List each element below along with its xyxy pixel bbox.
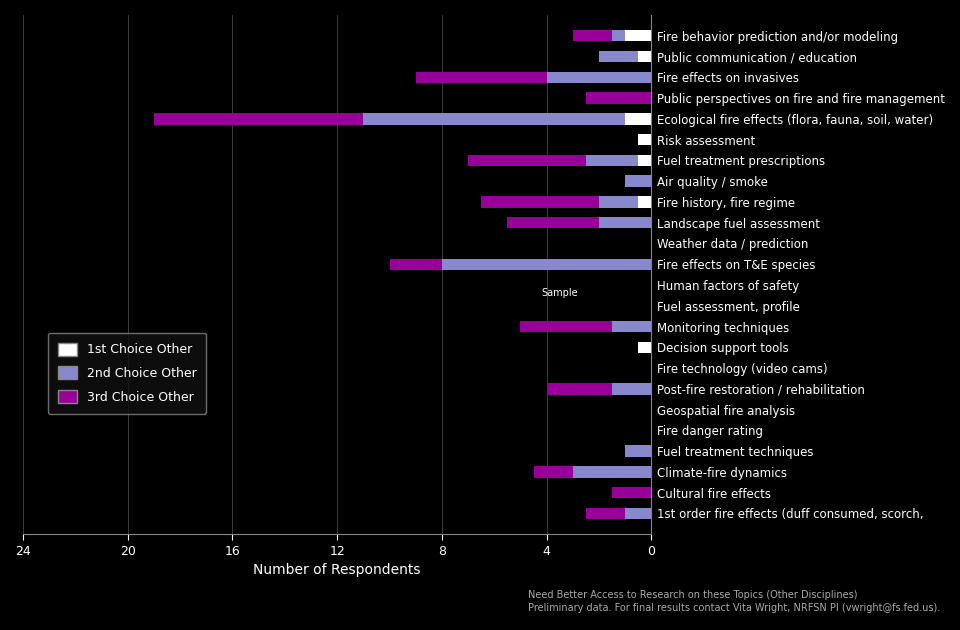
Bar [363,113,625,125]
Bar [599,196,638,208]
Bar [520,321,612,332]
Bar [390,258,442,270]
Bar [612,321,652,332]
Bar [586,155,638,166]
Bar [625,113,652,125]
Bar [638,341,652,353]
Bar [573,30,612,42]
Bar [625,445,652,457]
Text: Preliminary data. For final results contact Vita Wright, NRFSN PI (vwright@fs.fe: Preliminary data. For final results cont… [528,603,940,613]
Bar [586,93,652,104]
Bar [612,30,625,42]
X-axis label: Number of Respondents: Number of Respondents [253,563,420,577]
Bar [625,30,652,42]
Bar [546,383,612,394]
Bar [416,72,546,83]
Bar [546,72,652,83]
Bar [625,175,652,187]
Bar [625,508,652,519]
Bar [638,196,652,208]
Text: Sample: Sample [541,289,578,299]
Bar [154,113,363,125]
Bar [534,466,573,478]
Bar [442,258,652,270]
Bar [599,51,638,62]
Text: Need Better Access to Research on these Topics (Other Disciplines): Need Better Access to Research on these … [528,590,857,600]
Bar [638,155,652,166]
Bar [612,487,652,498]
Bar [508,217,599,229]
Bar [638,51,652,62]
Bar [481,196,599,208]
Bar [638,134,652,146]
Bar [599,217,652,229]
Bar [573,466,652,478]
Bar [586,508,625,519]
Legend: 1st Choice Other, 2nd Choice Other, 3rd Choice Other: 1st Choice Other, 2nd Choice Other, 3rd … [48,333,206,414]
Bar [468,155,586,166]
Bar [612,383,652,394]
